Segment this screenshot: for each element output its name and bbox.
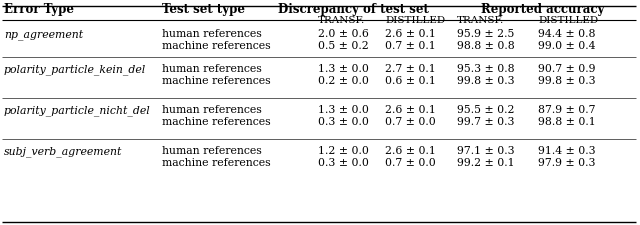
- Text: subj_verb_agreement: subj_verb_agreement: [4, 146, 122, 157]
- Text: 99.7 ± 0.3: 99.7 ± 0.3: [457, 117, 515, 127]
- Text: human references: human references: [162, 105, 262, 115]
- Text: 94.4 ± 0.8: 94.4 ± 0.8: [538, 29, 595, 39]
- Text: human references: human references: [162, 146, 262, 156]
- Text: DISTILLED: DISTILLED: [385, 16, 445, 25]
- Text: 2.7 ± 0.1: 2.7 ± 0.1: [385, 64, 436, 74]
- Text: 1.3 ± 0.0: 1.3 ± 0.0: [318, 105, 369, 115]
- Text: 2.0 ± 0.6: 2.0 ± 0.6: [318, 29, 369, 39]
- Text: 0.3 ± 0.0: 0.3 ± 0.0: [318, 158, 369, 168]
- Text: polarity_particle_nicht_del: polarity_particle_nicht_del: [4, 105, 151, 116]
- Text: 95.5 ± 0.2: 95.5 ± 0.2: [457, 105, 515, 115]
- Text: Discrepancy of test set: Discrepancy of test set: [278, 3, 428, 16]
- Text: 98.8 ± 0.8: 98.8 ± 0.8: [457, 41, 515, 51]
- Text: 99.0 ± 0.4: 99.0 ± 0.4: [538, 41, 595, 51]
- Text: 0.7 ± 0.0: 0.7 ± 0.0: [385, 117, 436, 127]
- Text: Test set type: Test set type: [162, 3, 245, 16]
- Text: machine references: machine references: [162, 76, 271, 86]
- Text: 95.3 ± 0.8: 95.3 ± 0.8: [457, 64, 515, 74]
- Text: TRANSF.: TRANSF.: [457, 16, 504, 25]
- Text: Reported accuracy: Reported accuracy: [481, 3, 605, 16]
- Text: 97.1 ± 0.3: 97.1 ± 0.3: [457, 146, 515, 156]
- Text: 0.2 ± 0.0: 0.2 ± 0.0: [318, 76, 369, 86]
- Text: polarity_particle_kein_del: polarity_particle_kein_del: [4, 64, 147, 75]
- Text: 2.6 ± 0.1: 2.6 ± 0.1: [385, 105, 436, 115]
- Text: TRANSF.: TRANSF.: [318, 16, 365, 25]
- Text: 97.9 ± 0.3: 97.9 ± 0.3: [538, 158, 595, 168]
- Text: 2.6 ± 0.1: 2.6 ± 0.1: [385, 29, 436, 39]
- Text: 1.3 ± 0.0: 1.3 ± 0.0: [318, 64, 369, 74]
- Text: 87.9 ± 0.7: 87.9 ± 0.7: [538, 105, 595, 115]
- Text: 2.6 ± 0.1: 2.6 ± 0.1: [385, 146, 436, 156]
- Text: 98.8 ± 0.1: 98.8 ± 0.1: [538, 117, 596, 127]
- Text: 0.5 ± 0.2: 0.5 ± 0.2: [318, 41, 369, 51]
- Text: machine references: machine references: [162, 41, 271, 51]
- Text: 91.4 ± 0.3: 91.4 ± 0.3: [538, 146, 596, 156]
- Text: machine references: machine references: [162, 117, 271, 127]
- Text: 0.7 ± 0.0: 0.7 ± 0.0: [385, 158, 436, 168]
- Text: machine references: machine references: [162, 158, 271, 168]
- Text: np_agreement: np_agreement: [4, 29, 83, 40]
- Text: 95.9 ± 2.5: 95.9 ± 2.5: [457, 29, 515, 39]
- Text: 99.8 ± 0.3: 99.8 ± 0.3: [538, 76, 596, 86]
- Text: 0.3 ± 0.0: 0.3 ± 0.0: [318, 117, 369, 127]
- Text: 1.2 ± 0.0: 1.2 ± 0.0: [318, 146, 369, 156]
- Text: Error Type: Error Type: [4, 3, 74, 16]
- Text: 0.6 ± 0.1: 0.6 ± 0.1: [385, 76, 436, 86]
- Text: human references: human references: [162, 64, 262, 74]
- Text: 99.8 ± 0.3: 99.8 ± 0.3: [457, 76, 515, 86]
- Text: 99.2 ± 0.1: 99.2 ± 0.1: [457, 158, 515, 168]
- Text: DISTILLED: DISTILLED: [538, 16, 598, 25]
- Text: human references: human references: [162, 29, 262, 39]
- Text: 0.7 ± 0.1: 0.7 ± 0.1: [385, 41, 436, 51]
- Text: 90.7 ± 0.9: 90.7 ± 0.9: [538, 64, 595, 74]
